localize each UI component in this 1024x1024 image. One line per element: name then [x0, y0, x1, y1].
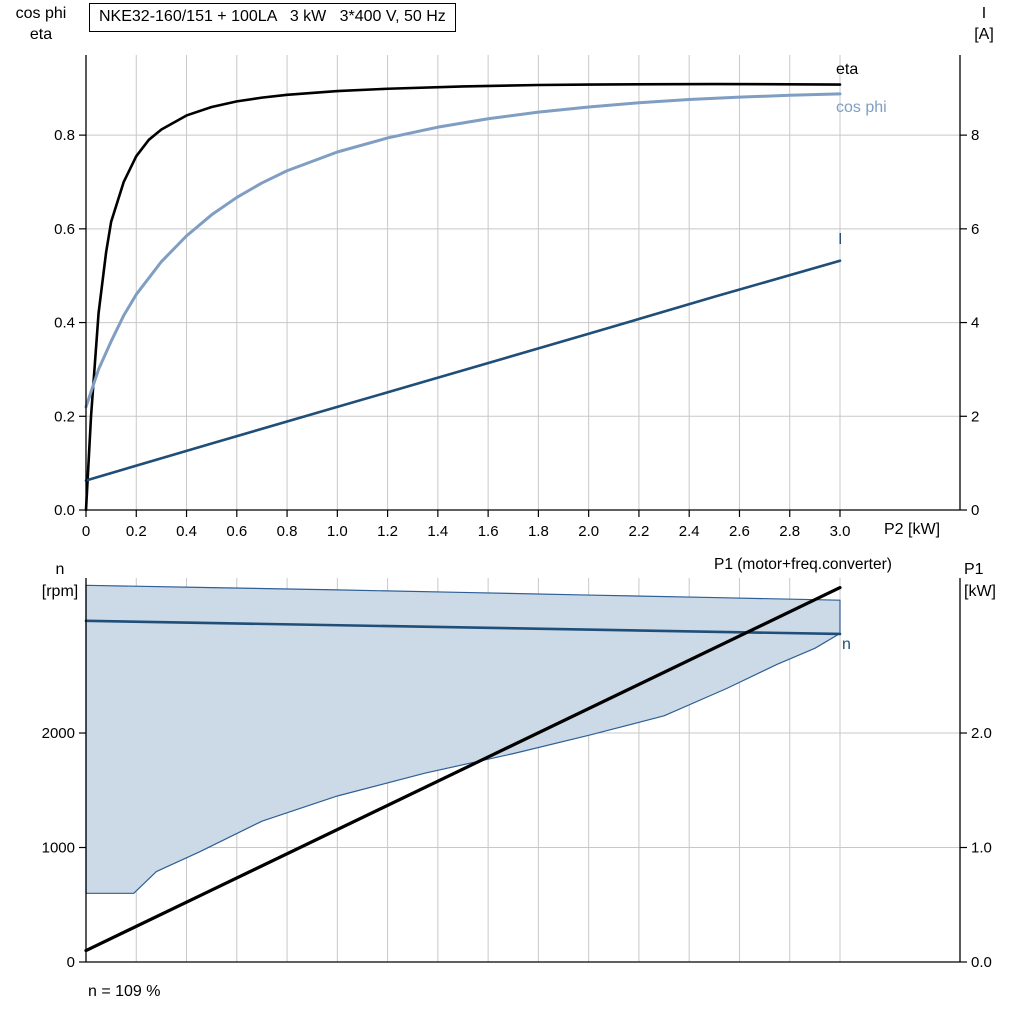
chart-title-box: NKE32-160/151 + 100LA 3 kW 3*400 V, 50 H… — [89, 3, 456, 32]
tick-label: 1.8 — [528, 523, 549, 540]
tick-label: 0.0 — [54, 502, 75, 519]
tick-label: 2.2 — [629, 523, 650, 540]
series-eta — [84, 82, 842, 512]
tick-label: 1.0 — [327, 523, 348, 540]
tick-label: 0.2 — [126, 523, 147, 540]
tick-label: 0 — [67, 954, 75, 971]
tick-label: 2 — [971, 408, 979, 425]
series-n — [84, 619, 842, 636]
bottom-chart: 0 1000 2000 0.0 1.0 2.0 — [42, 578, 992, 971]
tick-label: 2.0 — [578, 523, 599, 540]
tick-label: 1000 — [42, 840, 75, 857]
speed-percentage-note: n = 109 % — [88, 983, 161, 1000]
top-right-axis-title-line1: I — [981, 5, 987, 22]
n-curve-label: n — [842, 636, 851, 653]
current-curve-label: I — [838, 231, 843, 248]
tick-label: 0.8 — [54, 127, 75, 144]
series-i — [84, 259, 842, 482]
x-axis-title: P2 [kW] — [884, 521, 941, 538]
tick-label: 2.8 — [779, 523, 800, 540]
series-cos-phi — [84, 92, 842, 409]
tick-label: 0.8 — [277, 523, 298, 540]
tick-label: 2.0 — [971, 725, 992, 742]
tick-label: 1.6 — [478, 523, 499, 540]
tick-label: 8 — [971, 127, 979, 144]
tick-label: 0.0 — [971, 954, 992, 971]
tick-label: 0.6 — [54, 221, 75, 238]
tick-label: 2.6 — [729, 523, 750, 540]
tick-label: 1.0 — [971, 840, 992, 857]
p1-curve-label: P1 (motor+freq.converter) — [714, 556, 892, 573]
tick-label: 6 — [971, 221, 979, 238]
top-chart: 0 0.2 0.4 0.6 0.8 1.0 1.2 1.4 1.6 1.8 2.0 2.2 2.4 2.6… — [54, 55, 979, 540]
tick-label: 0.6 — [226, 523, 247, 540]
top-right-axis-title-line2: [A] — [974, 26, 994, 43]
cos-phi-curve-label: cos phi — [836, 99, 887, 116]
tick-label: 0.4 — [54, 315, 75, 332]
tick-label: 2000 — [42, 725, 75, 742]
tick-label: 0.2 — [54, 408, 75, 425]
top-left-axis-title-line2: eta — [29, 26, 53, 43]
bottom-right-axis-title-line2: [kW] — [964, 583, 996, 600]
bottom-left-axis-title-line2: [rpm] — [41, 583, 79, 600]
tick-label: 1.2 — [377, 523, 398, 540]
bottom-left-axis-title-line1: n — [55, 561, 65, 578]
tick-label: 0 — [82, 523, 90, 540]
series-p1-motor-freq-converter- — [84, 586, 842, 953]
tick-label: 4 — [971, 315, 979, 332]
tick-label: 0 — [971, 502, 979, 519]
tick-label: 2.4 — [679, 523, 700, 540]
eta-curve-label: eta — [836, 61, 859, 78]
tick-label: 0.4 — [176, 523, 197, 540]
speed-control-range-band — [85, 584, 841, 894]
top-left-axis-title-line1: cos phi — [15, 5, 67, 22]
bottom-right-axis-title-line1: P1 — [964, 561, 984, 578]
tick-label: 1.4 — [427, 523, 448, 540]
tick-label: 3.0 — [830, 523, 851, 540]
